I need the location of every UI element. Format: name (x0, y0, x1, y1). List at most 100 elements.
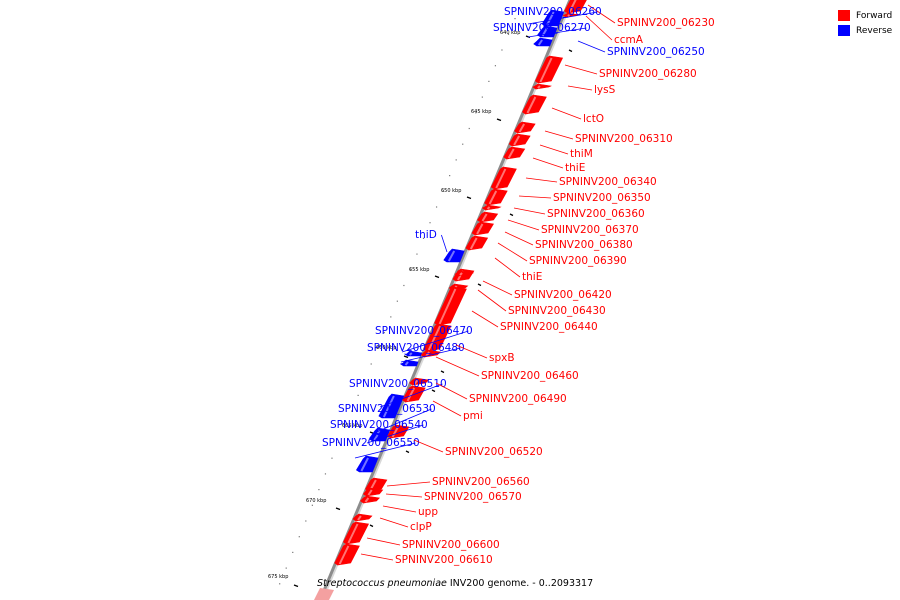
gene-label[interactable]: SPNINV200_06550 (322, 437, 420, 449)
gene-spninv200_06390-forward[interactable] (465, 235, 489, 251)
gene-spninv200_06470-reverse[interactable] (403, 350, 423, 357)
leader-line (400, 347, 461, 363)
gene-label[interactable]: SPNINV200_06600 (402, 539, 500, 551)
gene-spninv200_06510-reverse[interactable] (378, 393, 405, 419)
leader-line (518, 195, 552, 199)
gene-label[interactable]: SPNINV200_06380 (535, 239, 633, 251)
gene-spninv200_06280-forward[interactable] (534, 55, 564, 84)
gene-label[interactable]: SPNINV200_06430 (508, 305, 606, 317)
gene-body (402, 385, 426, 403)
gene-highlight (481, 213, 488, 222)
major-tick-mark (434, 275, 440, 279)
gene-label[interactable]: SPNINV200_06230 (617, 17, 715, 29)
gene-highlight (488, 190, 498, 205)
gene-spninv200_06480-reverse[interactable] (399, 359, 419, 367)
gene-label[interactable]: SPNINV200_06250 (607, 46, 705, 58)
leader-line (585, 15, 613, 41)
gene-label[interactable]: ccmA (614, 34, 644, 46)
gene-label[interactable]: SPNINV200_06460 (481, 370, 579, 382)
gene-label[interactable]: SPNINV200_06520 (445, 446, 543, 458)
minor-tick (350, 410, 353, 412)
gene-label[interactable]: thiE (565, 162, 585, 174)
gene-label[interactable]: lctO (583, 113, 604, 125)
gene-spninv200_06350-forward[interactable] (484, 188, 508, 206)
gene-body (514, 121, 536, 134)
minor-tick (435, 206, 438, 208)
leader-line (564, 64, 598, 75)
gene-spninv200_06310-forward[interactable] (514, 121, 536, 134)
leader-line (366, 537, 401, 546)
gene-label[interactable]: SPNINV200_06350 (553, 192, 651, 204)
leader-line (551, 107, 582, 120)
gene-label[interactable]: SPNINV200_06540 (330, 419, 428, 431)
minor-tick (357, 394, 359, 396)
gene-spninv200_06370-forward[interactable] (477, 211, 499, 223)
gene-label[interactable]: thiM (570, 148, 593, 160)
gene-lyss-forward[interactable] (532, 83, 552, 90)
gene-thid-reverse[interactable] (443, 248, 465, 263)
gene-thie-forward[interactable] (503, 146, 526, 160)
gene-spninv200_06250-reverse[interactable] (533, 37, 553, 47)
minor-tick (396, 300, 398, 302)
gene-highlight (425, 351, 430, 357)
gene-label[interactable]: SPNINV200_06490 (469, 393, 567, 405)
gene-label[interactable]: SPNINV200_06310 (575, 133, 673, 145)
gene-upp-forward[interactable] (360, 495, 381, 504)
gene-spninv200_06420-forward[interactable] (454, 270, 475, 277)
gene-label[interactable]: SPNINV200_06610 (395, 554, 493, 566)
gene-spninv200_06440-forward[interactable] (434, 286, 467, 326)
leader-line (435, 356, 480, 377)
gene-spninv200_06490-forward[interactable] (409, 377, 430, 386)
gene-label[interactable]: spxB (489, 352, 515, 364)
gene-spninv200_06540-reverse[interactable] (368, 432, 389, 442)
gene-highlight (391, 426, 399, 438)
gene-spninv200_06550-reverse[interactable] (355, 455, 379, 473)
gene-label[interactable]: SPNINV200_06510 (349, 378, 447, 390)
gene-spninv200_06380-forward[interactable] (471, 221, 494, 236)
gene-highlight (513, 135, 520, 146)
gene-label[interactable]: SPNINV200_06360 (547, 208, 645, 220)
gene-label[interactable]: upp (418, 506, 438, 518)
scale-tick-label: 660 kbp (376, 345, 396, 351)
gene-label[interactable]: SPNINV200_06370 (541, 224, 639, 236)
gene-label[interactable]: clpP (410, 521, 432, 533)
gene-label[interactable]: thiE (522, 271, 542, 283)
gene-highlight (360, 457, 369, 472)
minor-tick (305, 520, 307, 522)
gene-label[interactable]: SPNINV200_06470 (375, 325, 473, 337)
gene-label[interactable]: SPNINV200_06340 (559, 176, 657, 188)
gene-label[interactable]: SPNINV200_06280 (599, 68, 697, 80)
gene-label[interactable]: SPNINV200_06270 (493, 22, 591, 34)
minor-tick (442, 190, 444, 192)
gene-label[interactable]: thiD (415, 229, 437, 241)
gene-label[interactable]: lysS (594, 84, 616, 96)
gene-label[interactable]: SPNINV200_06390 (529, 255, 627, 267)
gene-body (409, 377, 430, 386)
gene-thim-forward[interactable] (508, 133, 531, 147)
leader-line (567, 85, 593, 91)
minor-tick (292, 551, 294, 553)
major-tick-mark (293, 584, 299, 588)
gene-highlight (459, 272, 463, 276)
gene-label[interactable]: SPNINV200_06420 (514, 289, 612, 301)
major-tick-mark (466, 196, 472, 200)
leader-line (507, 219, 540, 231)
gene-spninv200_06360-forward[interactable] (481, 204, 502, 211)
gene-label[interactable]: SPNINV200_06260 (504, 6, 602, 18)
gene-pmi-forward[interactable] (402, 385, 426, 403)
major-tick-mark (335, 507, 341, 511)
gene-label[interactable]: SPNINV200_06440 (500, 321, 598, 333)
gene-label[interactable]: SPNINV200_06560 (432, 476, 530, 488)
gene-label[interactable]: SPNINV200_06480 (367, 342, 465, 354)
gene-label[interactable]: pmi (463, 410, 483, 422)
leader-line (360, 553, 394, 561)
gene-clpp-forward[interactable] (352, 513, 373, 522)
gene-lcto-forward[interactable] (522, 94, 547, 115)
gene-spninv200_06610-forward[interactable] (334, 543, 360, 566)
leader-line (513, 207, 546, 215)
gene-label[interactable]: SPNINV200_06530 (338, 403, 436, 415)
gene-label[interactable]: SPNINV200_06570 (424, 491, 522, 503)
gene-spninv200_06460-forward[interactable] (420, 349, 441, 358)
gene-highlight (427, 325, 441, 351)
leader-line (379, 517, 409, 528)
